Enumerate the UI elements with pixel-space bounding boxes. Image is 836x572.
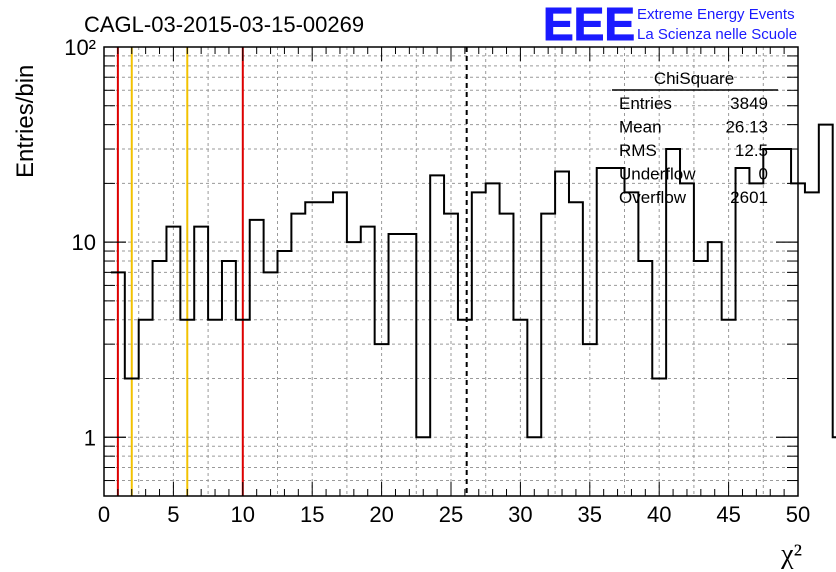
histogram-bin xyxy=(736,168,750,496)
histogram-bin xyxy=(250,220,264,496)
histogram-bin xyxy=(139,320,153,496)
histogram-bin xyxy=(236,320,250,496)
histogram-bin xyxy=(402,234,416,496)
histogram-bin xyxy=(194,227,208,496)
stats-row-value: 3849 xyxy=(730,94,768,113)
histogram-bin xyxy=(722,320,736,496)
grid xyxy=(104,47,798,496)
histogram-bin xyxy=(222,261,236,496)
x-tick-label: 30 xyxy=(508,502,532,527)
x-tick-label: 50 xyxy=(786,502,810,527)
histogram-bin xyxy=(597,168,611,496)
stats-row-label: Underflow xyxy=(619,165,696,184)
histogram-bin xyxy=(430,175,444,496)
stats-title: ChiSquare xyxy=(654,69,734,88)
x-tick-label: 0 xyxy=(98,502,110,527)
x-tick-label: 10 xyxy=(231,502,255,527)
x-tick-label: 25 xyxy=(439,502,463,527)
histogram-bin xyxy=(347,242,361,496)
histogram-bin xyxy=(527,437,541,496)
histogram-bin xyxy=(458,320,472,496)
y-axis-label: Entries/bin xyxy=(12,65,39,178)
histogram-bin xyxy=(153,261,167,496)
histogram-bin xyxy=(166,227,180,496)
stats-row-label: Overflow xyxy=(619,188,687,207)
stats-row-value: 0 xyxy=(759,165,768,184)
x-tick-label: 45 xyxy=(716,502,740,527)
x-tick-labels: 0 5 10 15 20 25 30 35 40 45 50 xyxy=(98,502,810,527)
stats-row-label: RMS xyxy=(619,141,657,160)
x-tick-label: 5 xyxy=(167,502,179,527)
plot-frame-border xyxy=(103,46,799,497)
x-tick-label: 20 xyxy=(369,502,393,527)
x-tick-label: 15 xyxy=(300,502,324,527)
histogram-bin xyxy=(611,168,625,496)
x-tick-label: 35 xyxy=(578,502,602,527)
histogram-bin xyxy=(680,183,694,496)
histogram-bin xyxy=(208,320,222,496)
histogram-bin xyxy=(333,192,347,496)
histogram-bin xyxy=(319,202,333,496)
histogram-bin xyxy=(305,202,319,496)
histogram-bin xyxy=(805,192,819,496)
stats-row-value: 12.5 xyxy=(735,141,768,160)
stats-row-value: 26.13 xyxy=(725,118,768,137)
stats-row-label: Mean xyxy=(619,118,662,137)
histogram-bin xyxy=(486,183,500,496)
histogram-bin xyxy=(694,261,708,496)
histogram-bin xyxy=(375,344,389,496)
logo-line-2: La Scienza nelle Scuole xyxy=(637,26,797,43)
histogram-bin xyxy=(125,379,139,496)
histogram-bin xyxy=(416,437,430,496)
histogram-bin xyxy=(777,149,791,496)
histogram-bin xyxy=(638,261,652,496)
stats-row-value: 2601 xyxy=(730,188,768,207)
histogram-bin xyxy=(513,320,527,496)
x-axis-label: χ² xyxy=(780,539,802,570)
histogram-step-line xyxy=(110,123,836,439)
histogram-bin xyxy=(555,172,569,496)
histogram-bin xyxy=(541,214,555,496)
histogram-bin xyxy=(389,234,403,496)
y-tick-label: 10 xyxy=(72,230,96,255)
histogram-bin xyxy=(180,320,194,496)
histogram-bin xyxy=(749,183,763,496)
eee-logo: EEE xyxy=(543,0,635,50)
histogram-bin xyxy=(472,192,486,496)
stats-row-label: Entries xyxy=(619,94,672,113)
histogram-bin xyxy=(625,192,639,496)
histogram-bin xyxy=(361,227,375,496)
run-title: CAGL-03-2015-03-15-00269 xyxy=(84,12,364,37)
histogram-bin xyxy=(819,125,833,496)
reference-lines xyxy=(116,47,468,496)
y-tick-label: 10² xyxy=(64,35,96,60)
histogram-bin xyxy=(444,214,458,496)
histogram-bin xyxy=(264,272,278,496)
logo-line-1: Extreme Energy Events xyxy=(637,6,795,23)
histogram-bin xyxy=(500,214,514,496)
histogram-bin xyxy=(278,251,292,496)
histogram-bin xyxy=(291,214,305,496)
histogram-bin xyxy=(652,379,666,496)
histogram-bin xyxy=(583,344,597,496)
histogram-bin xyxy=(111,272,125,496)
x-tick-label: 40 xyxy=(647,502,671,527)
histogram-bin xyxy=(708,242,722,496)
y-tick-labels: 1 10 10² xyxy=(64,35,96,450)
y-tick-label: 1 xyxy=(84,425,96,450)
stats-box: ChiSquare Entries 3849 Mean 26.13 RMS 12.5 Und… xyxy=(612,69,778,207)
histogram-bin xyxy=(569,202,583,496)
